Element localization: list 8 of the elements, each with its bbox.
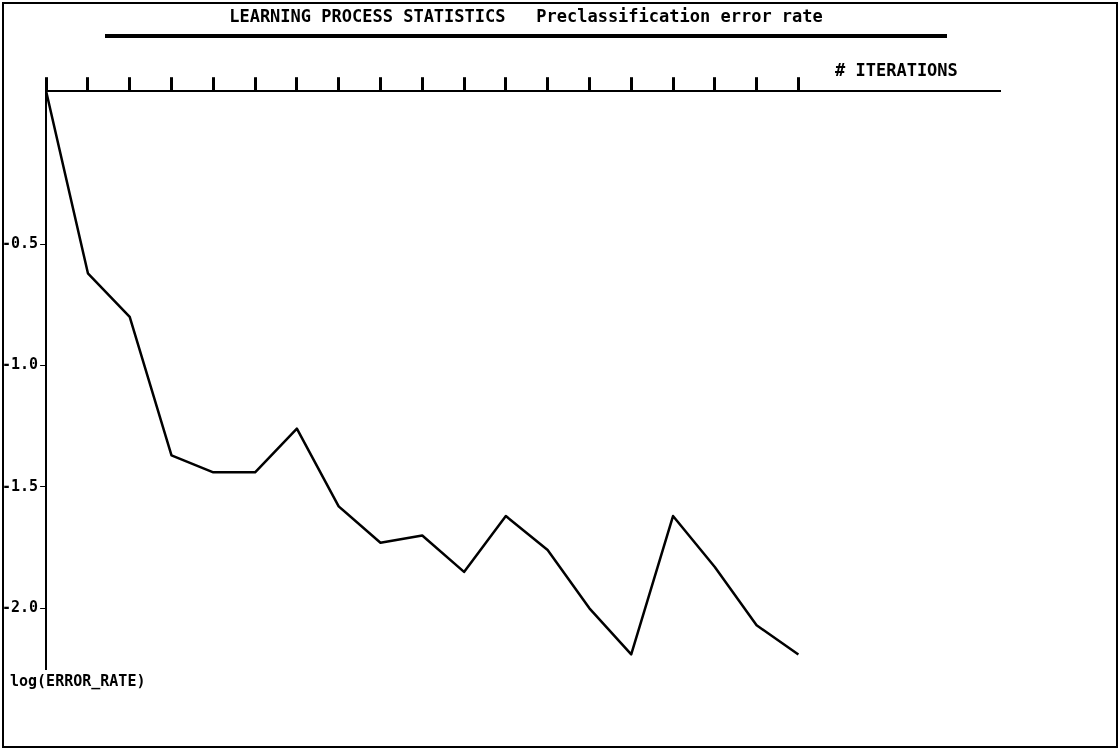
y-tick-label: -2.0 <box>2 598 39 617</box>
x-axis-title: # ITERATIONS <box>835 60 958 80</box>
chart-subtitle: Preclassification error rate <box>536 6 823 26</box>
y-axis-title: log(ERROR_RATE) <box>10 672 146 690</box>
y-tick-label: -1.5 <box>2 476 39 495</box>
y-tick-label: -1.0 <box>2 355 39 374</box>
y-tick-label: -0.5 <box>2 234 39 253</box>
chart-title: LEARNING PROCESS STATISTICS <box>229 6 506 26</box>
